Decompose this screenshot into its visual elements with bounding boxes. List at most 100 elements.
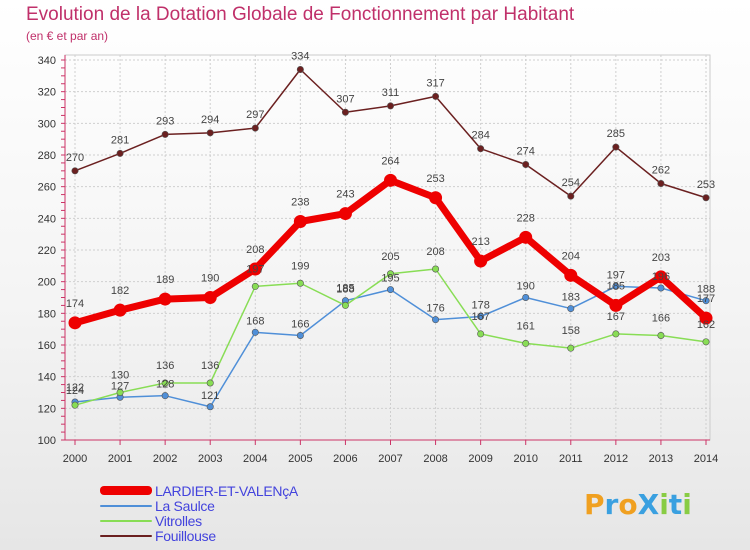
logo-letter: o — [618, 488, 638, 521]
series-fouillouse-data-label: 262 — [652, 165, 670, 177]
series-vitrolles-data-label: 208 — [426, 246, 444, 258]
legend-swatch-fouillouse — [100, 534, 152, 537]
series-lardier-data-label: 182 — [111, 285, 129, 297]
x-tick-label: 2011 — [559, 453, 583, 465]
series-fouillouse-data-label: 293 — [156, 115, 174, 127]
series-lardier-point — [248, 262, 262, 276]
series-lardier-data-label: 203 — [652, 252, 670, 264]
series-la-saulce-data-label: 178 — [471, 300, 489, 312]
series-la-saulce-point — [522, 293, 530, 301]
series-la-saulce-point — [251, 328, 259, 336]
series-lardier-data-label: 190 — [201, 273, 219, 285]
x-tick-label: 2004 — [243, 453, 267, 465]
logo-letter: r — [604, 488, 619, 521]
y-tick-label: 340 — [38, 55, 56, 67]
series-la-saulce-point — [612, 282, 620, 290]
x-tick-label: 2001 — [108, 453, 132, 465]
series-la-saulce-point — [161, 392, 169, 400]
series-la-saulce-data-label: 195 — [381, 273, 399, 285]
series-vitrolles-data-label: 199 — [291, 260, 309, 272]
series-la-saulce-point — [296, 331, 304, 339]
series-fouillouse-point — [206, 129, 214, 137]
series-lardier-point — [158, 292, 172, 306]
legend-swatch-vitrolles — [100, 519, 152, 522]
series-vitrolles-point — [522, 339, 530, 347]
series-fouillouse-data-label: 274 — [517, 146, 535, 158]
series-fouillouse-data-label: 281 — [111, 134, 129, 146]
series-fouillouse-point — [612, 143, 620, 151]
series-la-saulce-data-label: 128 — [156, 379, 174, 391]
series-vitrolles-point — [386, 270, 394, 278]
series-fouillouse-data-label: 284 — [471, 130, 489, 142]
series-lardier-point — [293, 215, 307, 228]
legend-label-vitrolles: Vitrolles — [155, 512, 202, 529]
series-vitrolles-point — [251, 282, 259, 290]
y-tick-label: 320 — [38, 87, 56, 99]
series-vitrolles-data-label: 122 — [66, 382, 84, 394]
series-vitrolles-point — [702, 338, 710, 346]
series-lardier-data-label: 185 — [607, 280, 625, 292]
logo-letter: t — [668, 488, 683, 521]
series-lardier-point — [474, 254, 488, 268]
series-vitrolles-point — [432, 265, 440, 273]
x-tick-label: 2009 — [468, 453, 492, 465]
x-tick-label: 2013 — [649, 453, 673, 465]
series-la-saulce-point — [702, 297, 710, 305]
series-fouillouse-point — [71, 167, 79, 175]
series-fouillouse-point — [432, 92, 440, 100]
series-fouillouse-data-label: 294 — [201, 114, 219, 126]
series-vitrolles-data-label: 185 — [336, 282, 354, 294]
series-vitrolles-data-label: 205 — [381, 251, 399, 263]
series-fouillouse-point — [567, 192, 575, 200]
series-fouillouse-data-label: 254 — [562, 177, 580, 189]
x-tick-label: 2010 — [513, 453, 537, 465]
series-lardier-data-label: 213 — [471, 236, 489, 248]
series-vitrolles-data-label: 162 — [697, 319, 715, 331]
series-fouillouse-point — [522, 161, 530, 169]
series-la-saulce-point — [386, 286, 394, 294]
legend-item-la-saulce: La Saulce — [100, 497, 298, 514]
series-fouillouse-data-label: 285 — [607, 128, 625, 140]
series-fouillouse-data-label: 297 — [246, 109, 264, 121]
series-la-saulce-point — [477, 312, 485, 320]
x-tick-label: 2014 — [694, 453, 718, 465]
series-vitrolles-data-label: 167 — [607, 311, 625, 323]
series-vitrolles-point — [657, 331, 665, 339]
series-vitrolles-data-label: 136 — [156, 360, 174, 372]
series-fouillouse-data-label: 253 — [697, 179, 715, 191]
series-lardier-point — [609, 298, 623, 312]
series-fouillouse-data-label: 307 — [336, 93, 354, 105]
series-lardier-data-label: 228 — [517, 212, 535, 224]
series-lardier-data-label: 189 — [156, 274, 174, 286]
x-tick-label: 2005 — [288, 453, 312, 465]
series-lardier-data-label: 253 — [426, 173, 444, 185]
series-la-saulce-data-label: 124 — [66, 385, 84, 397]
series-lardier-point — [338, 207, 352, 221]
series-fouillouse-point — [161, 130, 169, 138]
series-lardier-data-label: 208 — [246, 244, 264, 256]
y-tick-label: 280 — [38, 150, 56, 162]
legend-label-la-saulce: La Saulce — [155, 497, 215, 514]
series-vitrolles-point — [161, 379, 169, 387]
series-vitrolles-point — [567, 344, 575, 352]
series-lardier-point — [519, 230, 533, 244]
series-vitrolles-point — [71, 401, 79, 409]
series-fouillouse-point — [477, 145, 485, 153]
y-tick-label: 220 — [38, 245, 56, 257]
series-fouillouse-data-label: 311 — [382, 87, 400, 99]
series-lardier-data-label: 177 — [697, 293, 715, 305]
series-fouillouse-point — [116, 149, 124, 157]
series-lardier-point — [654, 270, 668, 284]
series-vitrolles-data-label: 130 — [111, 370, 129, 382]
series-lardier-point — [68, 316, 82, 330]
series-fouillouse-data-label: 270 — [66, 152, 84, 164]
series-fouillouse-data-label: 317 — [426, 77, 444, 89]
y-tick-label: 120 — [38, 403, 56, 415]
series-la-saulce-data-label: 188 — [697, 284, 715, 296]
y-tick-label: 140 — [38, 372, 56, 384]
series-la-saulce-data-label: 190 — [517, 281, 535, 293]
series-lardier-data-label: 243 — [336, 189, 354, 201]
series-lardier-point — [113, 303, 127, 317]
series-la-saulce-data-label: 197 — [607, 269, 625, 281]
